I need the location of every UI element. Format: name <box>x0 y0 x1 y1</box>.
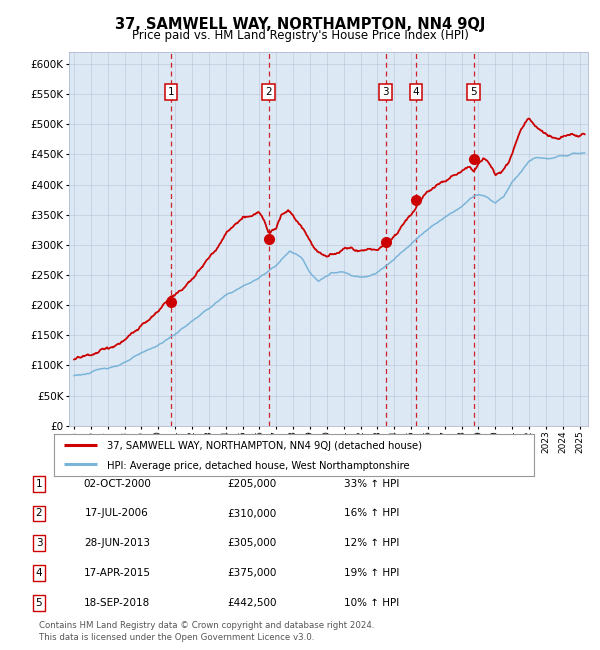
Text: HPI: Average price, detached house, West Northamptonshire: HPI: Average price, detached house, West… <box>107 461 409 471</box>
Text: 37, SAMWELL WAY, NORTHAMPTON, NN4 9QJ (detached house): 37, SAMWELL WAY, NORTHAMPTON, NN4 9QJ (d… <box>107 441 422 451</box>
Text: £310,000: £310,000 <box>227 508 277 519</box>
Text: 2: 2 <box>265 87 272 97</box>
Text: 28-JUN-2013: 28-JUN-2013 <box>84 538 150 549</box>
Text: 4: 4 <box>35 568 43 578</box>
Text: 1: 1 <box>167 87 174 97</box>
Text: 17-JUL-2006: 17-JUL-2006 <box>85 508 149 519</box>
Text: 18-SEP-2018: 18-SEP-2018 <box>84 598 150 608</box>
Text: 5: 5 <box>470 87 477 97</box>
Text: 10% ↑ HPI: 10% ↑ HPI <box>344 598 400 608</box>
Text: 3: 3 <box>382 87 389 97</box>
Text: 3: 3 <box>35 538 43 549</box>
Text: Contains HM Land Registry data © Crown copyright and database right 2024.
This d: Contains HM Land Registry data © Crown c… <box>39 621 374 642</box>
Text: 33% ↑ HPI: 33% ↑ HPI <box>344 478 400 489</box>
Text: 02-OCT-2000: 02-OCT-2000 <box>83 478 151 489</box>
Text: £375,000: £375,000 <box>227 568 277 578</box>
Text: 4: 4 <box>413 87 419 97</box>
Text: Price paid vs. HM Land Registry's House Price Index (HPI): Price paid vs. HM Land Registry's House … <box>131 29 469 42</box>
Text: 5: 5 <box>35 598 43 608</box>
Text: 1: 1 <box>35 478 43 489</box>
Text: 16% ↑ HPI: 16% ↑ HPI <box>344 508 400 519</box>
Text: 37, SAMWELL WAY, NORTHAMPTON, NN4 9QJ: 37, SAMWELL WAY, NORTHAMPTON, NN4 9QJ <box>115 17 485 32</box>
Text: £442,500: £442,500 <box>227 598 277 608</box>
Text: 12% ↑ HPI: 12% ↑ HPI <box>344 538 400 549</box>
Text: 19% ↑ HPI: 19% ↑ HPI <box>344 568 400 578</box>
Text: £205,000: £205,000 <box>227 478 277 489</box>
Text: 2: 2 <box>35 508 43 519</box>
Text: 17-APR-2015: 17-APR-2015 <box>83 568 151 578</box>
Text: £305,000: £305,000 <box>227 538 277 549</box>
